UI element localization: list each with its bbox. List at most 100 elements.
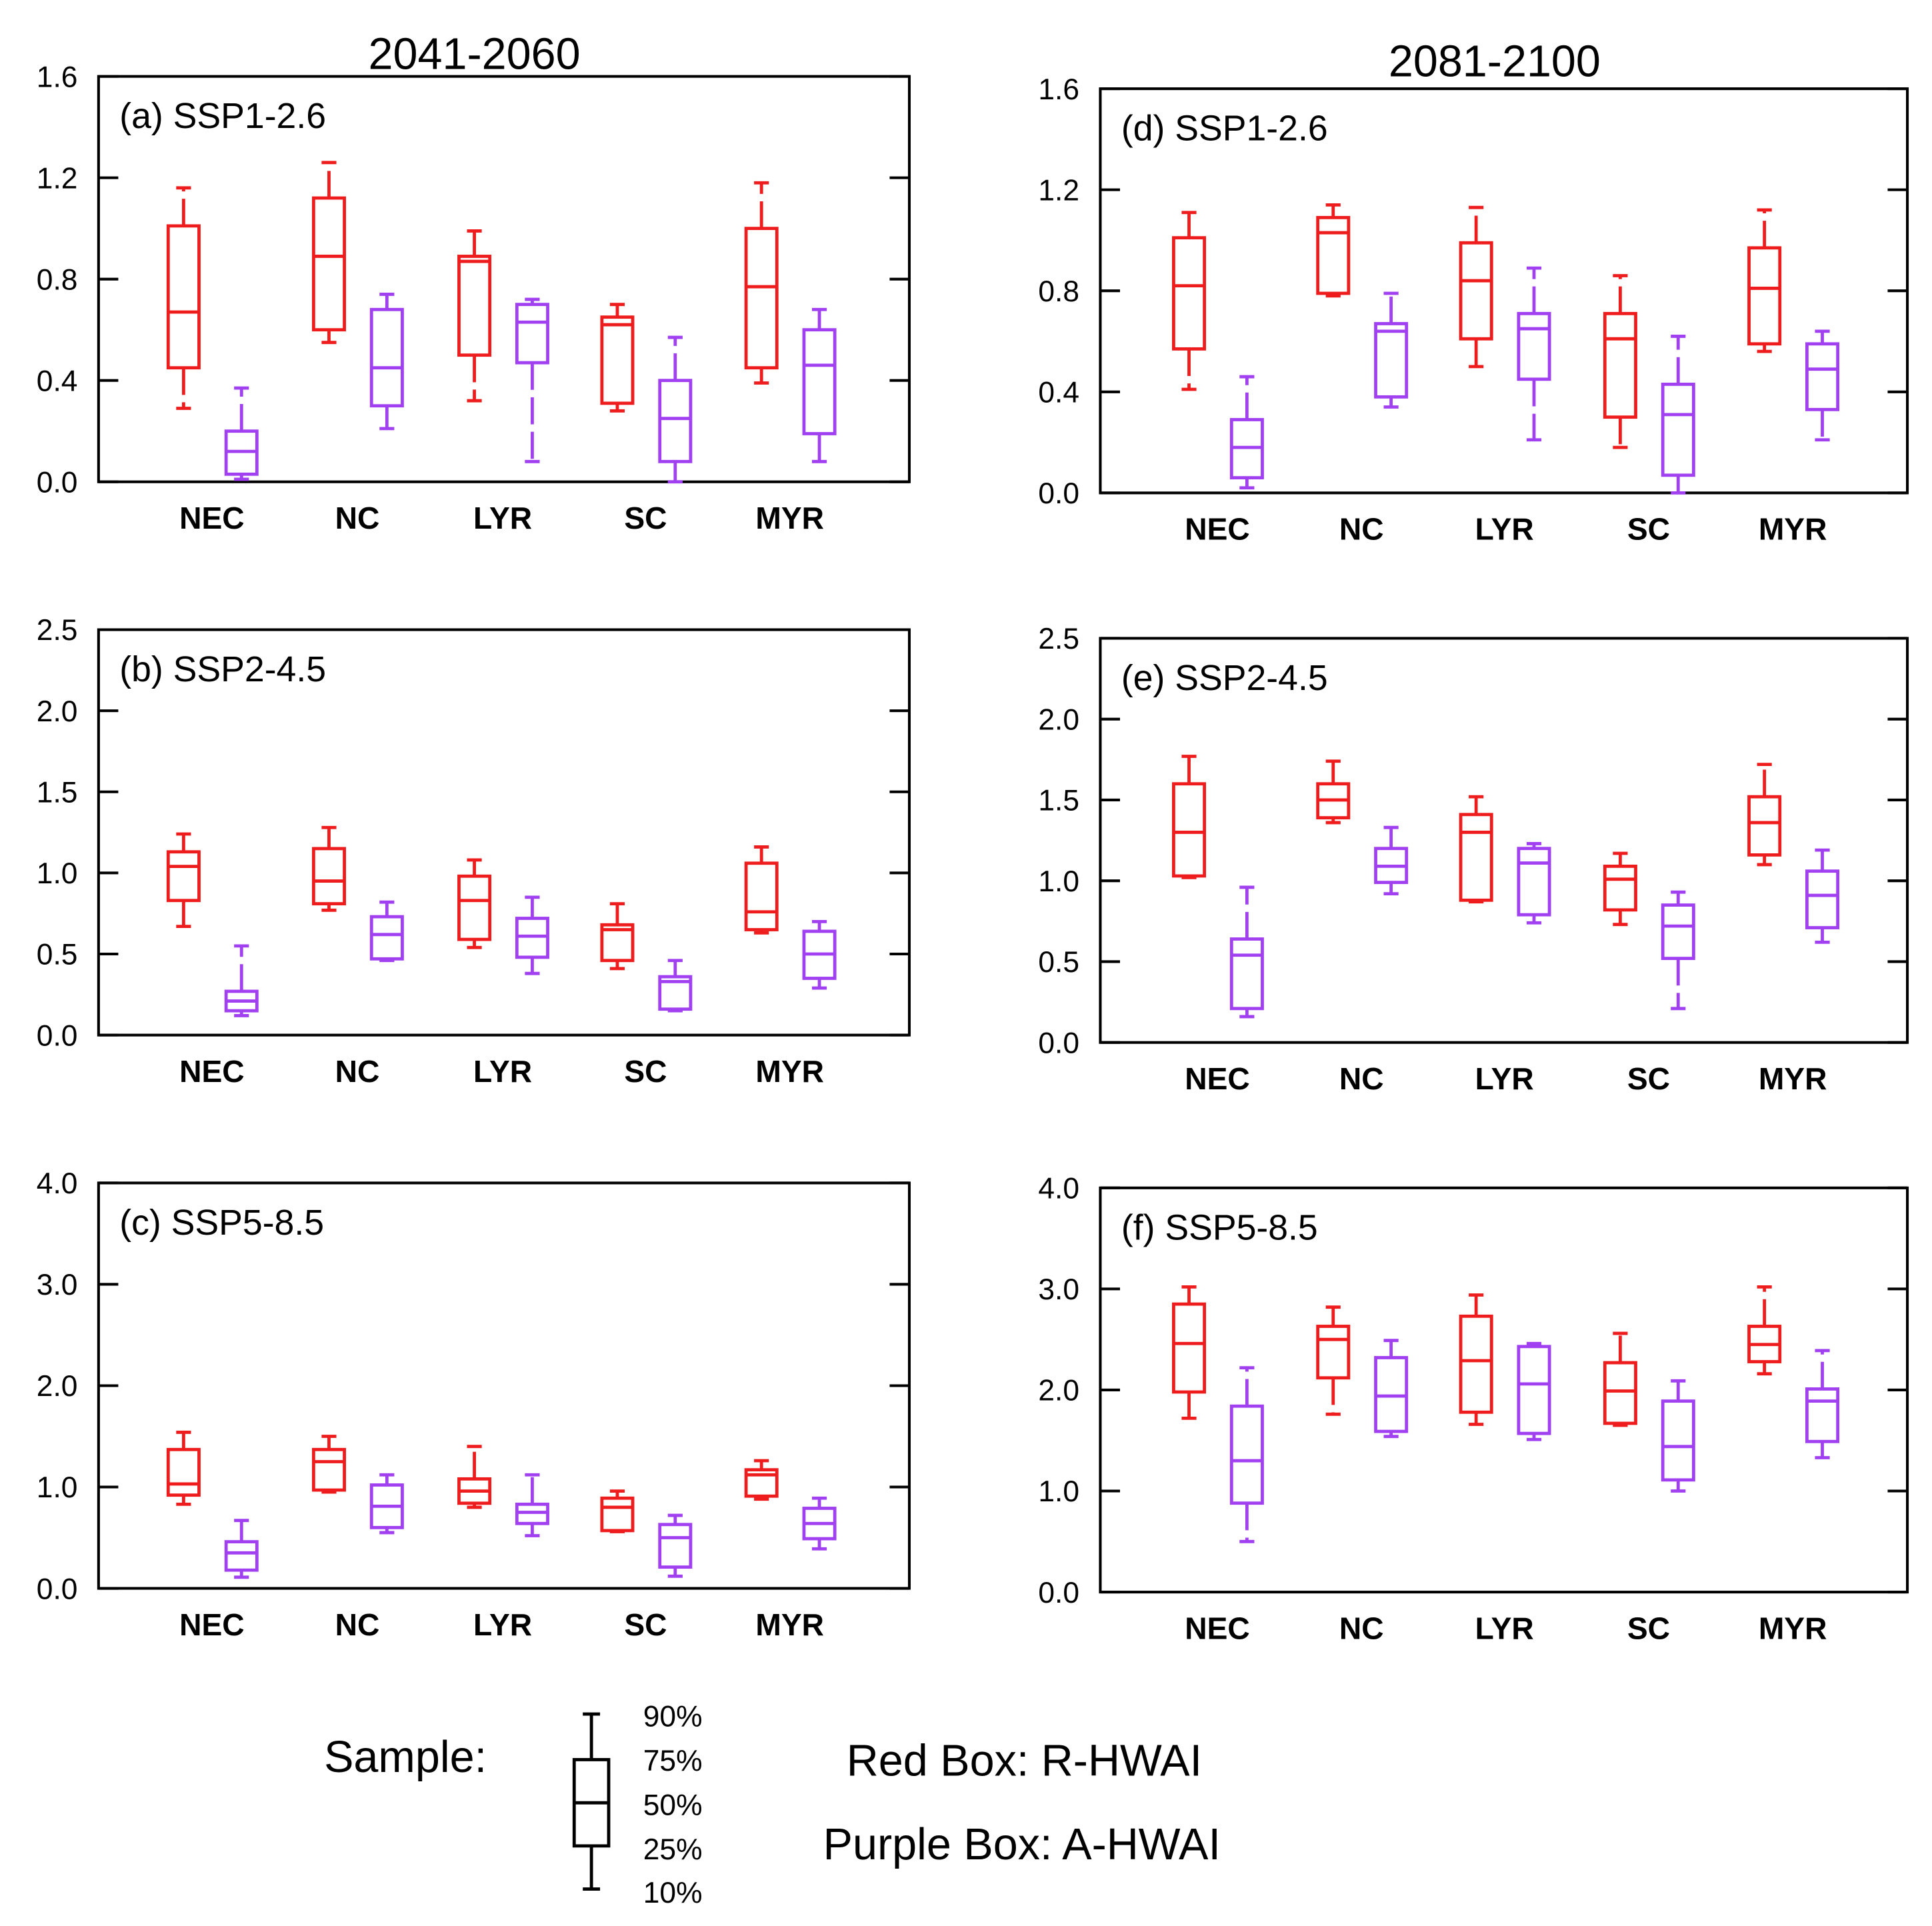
y-tick-label: 3.0	[37, 1269, 78, 1301]
purple-nec-boxplot	[1229, 375, 1264, 490]
red-lyr-boxplot	[457, 1445, 492, 1509]
y-tick-label: 0.0	[37, 1573, 78, 1605]
legend: Sample: 90% 75% 50% 25% 10% Red Box: R-H…	[324, 1701, 1221, 1909]
category-label-myr: MYR	[1759, 1061, 1827, 1096]
red-nec-box	[166, 1447, 201, 1497]
purple-myr-box	[1805, 1387, 1840, 1443]
category-label-nc: NC	[1339, 512, 1384, 547]
red-myr-boxplot	[1747, 208, 1782, 353]
red-myr-box	[744, 1468, 779, 1498]
purple-myr-boxplot	[802, 1496, 837, 1551]
purple-myr-boxplot	[1805, 329, 1840, 442]
purple-nec-boxplot	[1229, 1366, 1264, 1543]
panel-c: 0.0 1.0 2.0 3.0 4.0 (c) SSP5-8.5 NEC NC LYR SC MYR	[37, 1167, 911, 1642]
red-lyr-boxplot	[1459, 795, 1493, 904]
y-tick-label: 0.0	[37, 466, 78, 499]
category-label-nec: NEC	[179, 1607, 245, 1642]
category-label-nec: NEC	[179, 501, 245, 535]
purple-nc-box	[369, 307, 404, 408]
purple-nc-box	[1374, 322, 1409, 399]
y-tick-label: 4.0	[37, 1167, 78, 1200]
y-tick-label: 0.4	[37, 365, 78, 397]
category-label-nec: NEC	[179, 1054, 245, 1089]
plot-frame	[97, 628, 911, 1037]
purple-myr-box	[1805, 869, 1840, 929]
panel-title: (a) SSP1-2.6	[119, 96, 326, 136]
purple-sc-box	[658, 975, 693, 1011]
red-nc-box	[1316, 215, 1351, 295]
red-nc-box	[311, 847, 346, 906]
plot-frame	[1099, 87, 1909, 495]
legend-sample-label: Sample:	[324, 1733, 487, 1782]
red-lyr-boxplot	[457, 858, 492, 949]
category-label-lyr: LYR	[1475, 512, 1534, 547]
category-label-lyr: LYR	[473, 1054, 532, 1089]
panel-title: (f) SSP5-8.5	[1121, 1207, 1318, 1247]
category-label-nc: NC	[1339, 1611, 1384, 1645]
red-nec-box	[166, 224, 201, 370]
red-myr-boxplot	[744, 845, 779, 935]
red-nec-box	[1172, 1302, 1207, 1394]
purple-sc-boxplot	[1661, 335, 1695, 495]
category-label-sc: SC	[624, 1054, 667, 1089]
red-sc-box	[600, 923, 635, 963]
red-sc-box	[600, 1496, 635, 1533]
category-label-lyr: LYR	[1475, 1061, 1534, 1096]
purple-nec-box	[1229, 937, 1264, 1011]
purple-nc-boxplot	[369, 1473, 404, 1535]
purple-lyr-boxplot	[515, 1473, 549, 1537]
category-label-myr: MYR	[1759, 1611, 1827, 1645]
red-myr-boxplot	[1747, 1285, 1782, 1376]
purple-lyr-box	[515, 917, 549, 959]
category-label-sc: SC	[1627, 512, 1670, 547]
plot-panels: 0.0 0.4 0.8 1.2 1.6 (a) SSP1-2.6 NEC NC LYR SC MYR…	[37, 61, 1909, 1645]
red-nc-boxplot	[1316, 1305, 1351, 1416]
red-nc-boxplot	[1316, 203, 1351, 298]
red-lyr-boxplot	[1459, 1293, 1493, 1426]
panel-b: 0.0 0.5 1.0 1.5 2.0 2.5 (b) SSP2-4.5 NEC NC LYR SC…	[37, 614, 911, 1089]
purple-nc-boxplot	[369, 900, 404, 963]
red-lyr-box	[1459, 813, 1493, 902]
red-sc-boxplot	[1603, 1331, 1637, 1427]
purple-nec-box	[1229, 1404, 1264, 1505]
purple-lyr-box	[1517, 1345, 1551, 1435]
purple-myr-box	[1805, 342, 1840, 411]
y-tick-label: 2.0	[1038, 1375, 1079, 1407]
panel-title: (b) SSP2-4.5	[119, 649, 326, 689]
category-label-myr: MYR	[755, 1054, 824, 1089]
purple-sc-boxplot	[658, 959, 693, 1013]
panel-e: 0.0 0.5 1.0 1.5 2.0 2.5 (e) SSP2-4.5 NEC NC LYR SC…	[1038, 623, 1909, 1096]
red-nec-boxplot	[1172, 211, 1207, 391]
purple-lyr-boxplot	[515, 895, 549, 975]
plot-frame	[97, 75, 911, 483]
legend-p75-label: 75%	[643, 1745, 703, 1777]
category-label-myr: MYR	[755, 501, 824, 535]
legend-purple-box-label: Purple Box: A-HWAI	[823, 1820, 1221, 1869]
purple-lyr-boxplot	[1517, 842, 1551, 925]
panel-f: 0.0 1.0 2.0 3.0 4.0 (f) SSP5-8.5 NEC NC LYR SC MYR	[1038, 1173, 1909, 1645]
purple-myr-box	[802, 328, 837, 435]
y-tick-label: 1.0	[1038, 1475, 1079, 1508]
legend-sample-boxplot	[572, 1712, 611, 1891]
red-lyr-boxplot	[1459, 205, 1493, 369]
purple-lyr-box	[515, 303, 549, 365]
purple-myr-boxplot	[802, 307, 837, 463]
column-title-2041-2060: 2041-2060	[369, 30, 581, 79]
legend-p90-label: 90%	[643, 1701, 703, 1733]
red-nec-boxplot	[166, 186, 201, 410]
red-lyr-box	[457, 255, 492, 357]
y-tick-label: 0.8	[37, 263, 78, 296]
red-lyr-box	[1459, 241, 1493, 341]
category-label-nc: NC	[335, 1607, 380, 1642]
purple-sc-boxplot	[658, 335, 693, 484]
purple-myr-boxplot	[1805, 1349, 1840, 1459]
purple-lyr-box	[1517, 311, 1551, 381]
red-sc-boxplot	[600, 1489, 635, 1533]
legend-red-box-label: Red Box: R-HWAI	[847, 1736, 1202, 1785]
category-label-myr: MYR	[755, 1607, 824, 1642]
red-sc-box	[600, 315, 635, 405]
purple-nec-boxplot	[1229, 885, 1264, 1019]
red-sc-boxplot	[600, 902, 635, 971]
category-label-nec: NEC	[1185, 1611, 1250, 1645]
